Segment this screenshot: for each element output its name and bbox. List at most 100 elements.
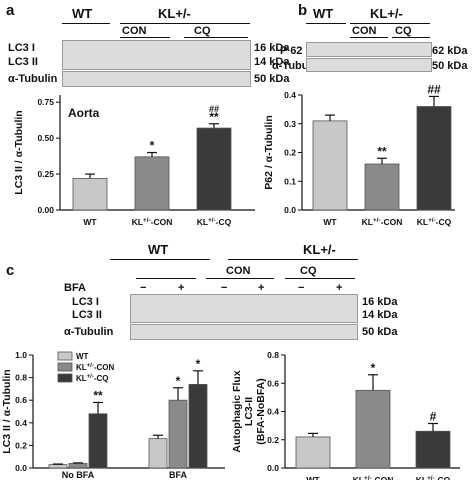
chart-c-left-ylabel: LC3 II / α-Tubulin [1,369,13,453]
chart-c-left-annotation-1-2: * [196,357,201,371]
panel-c-kl-underline [228,259,358,260]
chart-c-left-ytick-label-1: 0.2 [15,440,27,450]
chart-a-annotation-1: * [150,139,155,153]
chart-c-right-xtick-label-1: KL+/--CON [353,475,394,480]
chart-c-right-annotation-1: * [371,361,376,375]
panel-c-blot-tubulin [130,324,358,340]
chart-c-left-legend-swatch-0 [57,351,73,361]
chart-c-left-legend-swatch-2 [57,373,73,383]
panel-c-wt-underline [110,259,210,260]
chart-a-bar-1 [134,156,170,211]
panel-a-blot-size-lc3i: 16 kDa [254,42,290,54]
panel-a-wt-header: WT [72,6,93,21]
chart-c-left-legend-label-0: WT [76,352,89,361]
chart-b-bar-1 [364,163,400,211]
chart-c-right-ytick-label-2: 0.4 [267,407,279,417]
panel-c-blot-label-lc3i: LC3 I [72,296,99,308]
panel-c-cq-underline [285,278,355,279]
panel-c-cq-header: CQ [300,265,317,277]
chart-c-right-annotation-2: # [430,410,437,424]
panel-c-blot-size-lc3ii: 14 kDa [362,309,398,321]
panel-a-blot-size-tubulin: 50 kDa [254,73,290,85]
panel-c-blot-size-tubulin: 50 kDa [362,326,398,338]
panel-c-letter: c [6,262,15,279]
panel-c-blot-lc3 [130,294,358,323]
panel-a-cq-header: CQ [194,25,211,37]
panel-c-blot-label-lc3ii: LC3 II [72,309,102,321]
chart-c-right-ytick-label-4: 0.8 [267,350,279,360]
chart-c-right-ylabel-0: Autophagic Flux [231,370,243,452]
chart-b-xtick-label-0: WT [323,217,337,227]
panel-a-letter: a [6,2,15,19]
chart-a-ylabel: LC3 II / α-Tubulin [13,110,25,194]
panel-b-blot-size-p62: 62 kDa [432,45,468,57]
panel-a-blot-label-lc3ii: LC3 II [8,56,38,68]
panel-b-con-header: CON [352,25,377,37]
panel-a-con-header: CON [122,25,147,37]
chart-a-xtick-label-0: WT [83,217,97,227]
panel-b-blot-tubulin [306,58,432,72]
chart-c-right-ylabel-2: (BFA-NoBFA) [255,378,267,445]
panel-c-kl-header: KL+/- [303,242,336,257]
panel-b-cq-header: CQ [395,25,412,37]
chart-c-left-xtick-label-1: BFA [169,470,188,480]
panel-b-kl-header: KL+/- [370,6,403,21]
chart-c-left-ytick-label-0: 0.0 [15,463,27,473]
panel-a-blot-lc3 [62,40,251,70]
panel-b-blot-label-p62: P 62 [280,45,303,57]
chart-c-left-xtick-label-0: No BFA [62,470,95,480]
chart-c-right-bar-2 [415,430,451,469]
chart-a-ytick-label-3: 0.75 [37,97,54,107]
chart-b-ytick-label-2: 0.2 [284,148,296,158]
chart-b-ytick-label-0: 0.0 [284,205,296,215]
chart-a-xtick-label-2: KL+/--CQ [197,217,232,228]
panel-b-blot-size-tubulin: 50 kDa [432,60,468,72]
panel-a-blot-label-tubulin: α-Tubulin [8,73,58,85]
chart-b-xtick-label-1: KL+/--CON [362,217,403,228]
panel-c-bfa-underline [136,278,196,279]
panel-b-blot-p62 [306,42,432,57]
panel-c-blot-size-lc3i: 16 kDa [362,296,398,308]
chart-c-left-legend-label-1: KL+/--CON [76,363,115,372]
panel-b-con-underline [350,37,388,38]
chart-c-left-ytick-label-2: 0.4 [15,418,27,428]
panel-a-cq-underline [184,37,248,38]
panel-c-blot-label-tubulin: α-Tubulin [64,326,114,338]
chart-c-left-annotation-0-2: ** [93,388,103,402]
chart-b-ytick-label-3: 0.3 [284,119,296,129]
chart-a-bar-2 [196,127,232,211]
panel-a-wt-underline [62,23,110,24]
chart-c-right-ytick-label-0: 0.0 [267,463,279,473]
panel-c-wt-header: WT [148,242,169,257]
panel-c-lane3-minus: − [221,282,228,294]
panel-c-con-underline [206,278,274,279]
panel-a-blot-size-lc3ii: 14 kDa [254,56,290,68]
panel-b-cq-underline [392,37,430,38]
chart-a-ytick-label-2: 0.50 [37,133,54,143]
panel-a-kl-underline [120,23,250,24]
chart-a-ytick-label-0: 0.00 [37,205,54,215]
chart-a-ytick-label-1: 0.25 [37,169,54,179]
panel-a-kl-header: KL+/- [158,6,191,21]
chart-b-ytick-label-4: 0.4 [284,90,296,100]
chart-a-bar-0 [72,177,108,211]
chart-c-right-xtick-label-0: WT [306,475,320,480]
panel-c-lane1-minus: − [140,282,147,294]
chart-a-annotation2-2: ## [209,104,219,114]
chart-c-left-ytick-label-3: 0.6 [15,395,27,405]
chart-b-annotation-1: ** [377,144,387,158]
panel-c-lane4-plus: + [258,282,265,294]
panel-c-bfa-label: BFA [64,282,86,294]
chart-c-left-ytick-label-4: 0.8 [15,373,27,383]
chart-b-annotation-2: ## [427,82,441,96]
chart-c-right-ylabel-1: LC3-II [243,397,255,426]
chart-a-title: Aorta [68,106,100,120]
chart-c-left-annotation-1-1: * [176,374,181,388]
chart-a-xtick-label-1: KL+/--CON [132,217,173,228]
panel-c-lane2-plus: + [178,282,185,294]
